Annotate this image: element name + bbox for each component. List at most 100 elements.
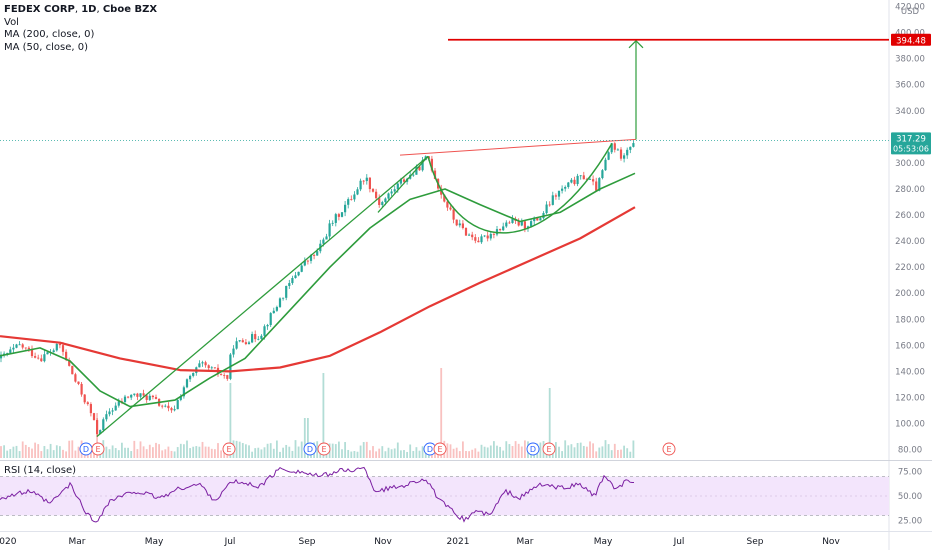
volume-bar	[617, 449, 619, 458]
candle-body	[21, 344, 24, 348]
volume-bar	[632, 440, 635, 458]
candle-body	[154, 397, 158, 399]
candle-body	[517, 220, 520, 226]
volume-bar	[148, 444, 151, 458]
candle-body	[588, 179, 592, 180]
dividend-marker-label: D	[530, 445, 536, 454]
current-price-value: 317.29	[896, 134, 926, 144]
volume-bar	[387, 447, 390, 458]
volume-bar	[254, 448, 257, 458]
volume-bar	[561, 451, 563, 458]
candle-body	[629, 146, 632, 150]
candle-body	[40, 358, 43, 362]
candle-body	[303, 260, 306, 266]
candle-body	[533, 217, 536, 222]
volume-bar	[548, 388, 551, 458]
candle-body	[390, 191, 393, 194]
candle-body	[117, 401, 120, 406]
time-tick-label: Sep	[747, 537, 764, 547]
candle-body	[185, 379, 189, 388]
volume-bar	[341, 449, 343, 458]
volume-bar	[375, 451, 377, 458]
candle-body	[328, 223, 331, 237]
candle-body	[399, 179, 402, 184]
volume-bar	[272, 448, 275, 458]
candle-body	[325, 236, 328, 240]
volume-bar	[186, 440, 188, 458]
volume-bar	[564, 440, 567, 458]
symbol-title[interactable]: FEDEX CORP, 1D, Cboe BZX	[4, 4, 158, 15]
candle-body	[130, 394, 133, 398]
ma50-line	[0, 172, 636, 408]
volume-bar	[71, 440, 74, 458]
legend-ma50[interactable]: MA (50, close, 0)	[4, 41, 89, 53]
time-tick-label: Mar	[517, 537, 534, 547]
candle-body	[18, 344, 21, 346]
candle-body	[561, 188, 564, 191]
candle-body	[316, 251, 319, 256]
candle-body	[151, 395, 154, 398]
time-tick-label: Sep	[299, 537, 316, 547]
volume-bar	[111, 445, 114, 458]
volume-bar	[263, 447, 266, 458]
price-axis-panel	[889, 0, 932, 550]
volume-bar	[592, 443, 594, 458]
volume-bar	[15, 445, 18, 458]
cup-curve	[427, 142, 613, 234]
volume-bar	[471, 449, 474, 458]
price-tick-label: 80.00	[898, 446, 922, 456]
volume-bar	[359, 445, 362, 458]
volume-bar	[496, 445, 498, 458]
price-tick-label: 380.00	[895, 55, 925, 65]
volume-bar	[378, 448, 381, 458]
legend-vol[interactable]: Vol	[4, 16, 19, 28]
candle-body	[415, 166, 418, 175]
time-tick-label: 2020	[0, 537, 17, 547]
candle-body	[384, 198, 387, 203]
candle-body	[471, 234, 474, 238]
candle-body	[616, 149, 619, 151]
candle-body	[182, 387, 185, 397]
candle-body	[71, 365, 74, 375]
candle-body	[43, 354, 46, 362]
volume-bar	[307, 418, 309, 458]
candle-body	[430, 158, 433, 171]
candle-body	[52, 350, 55, 353]
volume-bar	[0, 446, 2, 458]
volume-bar	[511, 446, 514, 458]
candle-body	[111, 410, 114, 412]
volume-bar	[164, 449, 167, 458]
volume-bar	[462, 441, 464, 458]
candle-body	[579, 175, 582, 177]
volume-bar	[114, 448, 117, 458]
volume-bar	[210, 448, 213, 458]
legend-ma200[interactable]: MA (200, close, 0)	[4, 29, 95, 40]
volume-bar	[235, 440, 238, 458]
candle-body	[455, 219, 458, 226]
volume-bar	[198, 446, 201, 458]
candle-body	[244, 342, 247, 345]
volume-bar	[452, 448, 455, 458]
time-tick-label: May	[145, 537, 164, 547]
volume-bar	[418, 450, 421, 458]
volume-bar	[303, 418, 306, 458]
candle-body	[623, 155, 626, 159]
candle-body	[278, 298, 282, 307]
volume-bar	[369, 450, 371, 458]
candle-body	[573, 179, 576, 185]
rsi-legend[interactable]: RSI (14, close)	[4, 465, 77, 476]
uptrend-line	[96, 155, 429, 438]
volume-bar	[601, 446, 604, 458]
volume-bar	[409, 444, 412, 458]
volume-bar	[279, 451, 281, 458]
candle-body	[86, 402, 89, 405]
volume-bar	[610, 450, 613, 458]
volume-bar	[582, 445, 585, 458]
volume-bar	[167, 446, 170, 458]
candle-body	[356, 189, 359, 195]
symbol-name: FEDEX CORP	[4, 4, 75, 15]
candle-body	[99, 430, 102, 435]
volume-bar	[105, 446, 108, 458]
current-price-countdown: 05:53:06	[893, 144, 929, 153]
